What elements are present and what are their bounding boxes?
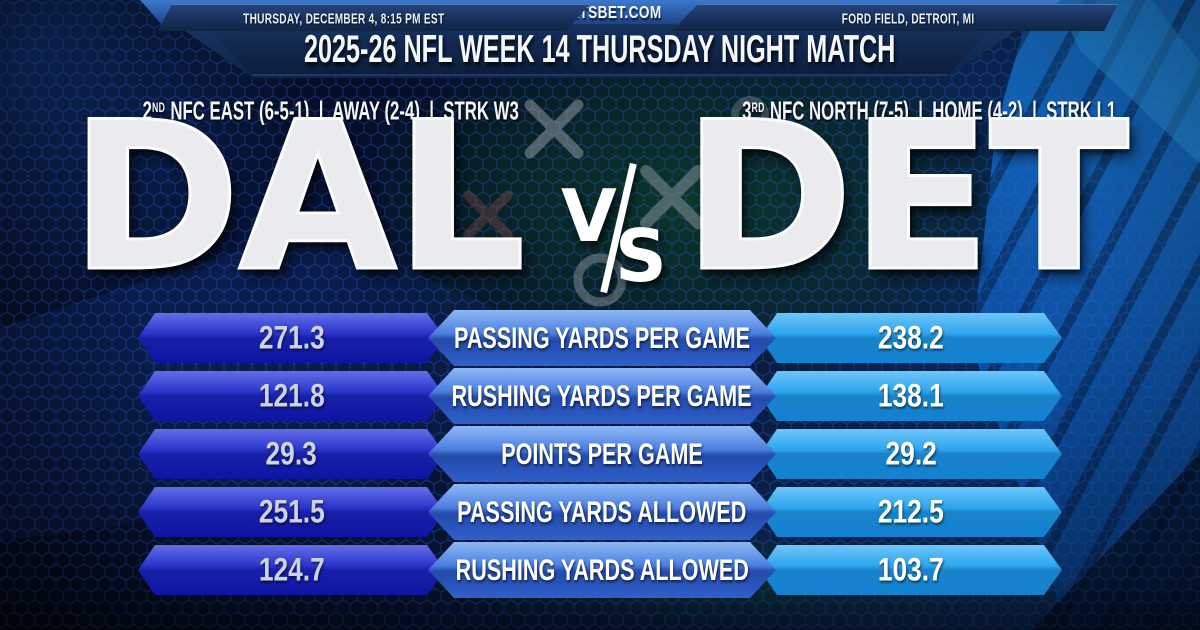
home-stat-value: 212.5 (878, 493, 944, 530)
stat-label: POINTS PER GAME (501, 436, 703, 470)
home-stat-bar: 238.2 (760, 313, 1062, 363)
stat-row: 124.7 RUSHING YARDS ALLOWED 103.7 (0, 542, 1200, 598)
stat-label: RUSHING YARDS PER GAME (451, 378, 753, 412)
away-stat-bar: 29.3 (138, 429, 445, 479)
stat-label: PASSING YARDS ALLOWED (457, 494, 747, 528)
stat-label-bar: PASSING YARDS PER GAME (428, 310, 776, 366)
stat-label: PASSING YARDS PER GAME (453, 320, 751, 354)
stat-row: 121.8 RUSHING YARDS PER GAME 138.1 (0, 368, 1200, 424)
away-stat-value: 251.5 (258, 493, 325, 530)
home-stat-value: 138.1 (878, 377, 944, 414)
home-stat-value: 103.7 (878, 551, 944, 588)
away-stat-bar: 271.3 (138, 313, 445, 363)
home-stat-bar: 29.2 (760, 429, 1062, 479)
stat-label-bar: PASSING YARDS ALLOWED (428, 484, 776, 540)
away-stat-bar: 124.7 (138, 545, 445, 595)
home-stat-bar: 103.7 (760, 545, 1062, 595)
home-stat-bar: 212.5 (760, 487, 1062, 537)
home-stat-bar: 138.1 (760, 371, 1062, 421)
stat-row: 29.3 POINTS PER GAME 29.2 (0, 426, 1200, 482)
away-stat-bar: 121.8 (138, 371, 445, 421)
stat-row: 271.3 PASSING YARDS PER GAME 238.2 (0, 310, 1200, 366)
stat-label-bar: POINTS PER GAME (428, 426, 776, 482)
home-stat-value: 238.2 (878, 319, 944, 356)
away-stat-value: 121.8 (258, 377, 325, 414)
stat-row: 251.5 PASSING YARDS ALLOWED 212.5 (0, 484, 1200, 540)
stat-label-bar: RUSHING YARDS PER GAME (428, 368, 776, 424)
away-stat-value: 124.7 (258, 551, 325, 588)
stat-label-bar: RUSHING YARDS ALLOWED (428, 542, 776, 598)
away-stat-value: 29.3 (265, 435, 318, 472)
away-stat-value: 271.3 (258, 319, 325, 356)
home-stat-value: 29.2 (885, 435, 937, 472)
away-stat-bar: 251.5 (138, 487, 445, 537)
stat-label: RUSHING YARDS ALLOWED (455, 552, 749, 586)
